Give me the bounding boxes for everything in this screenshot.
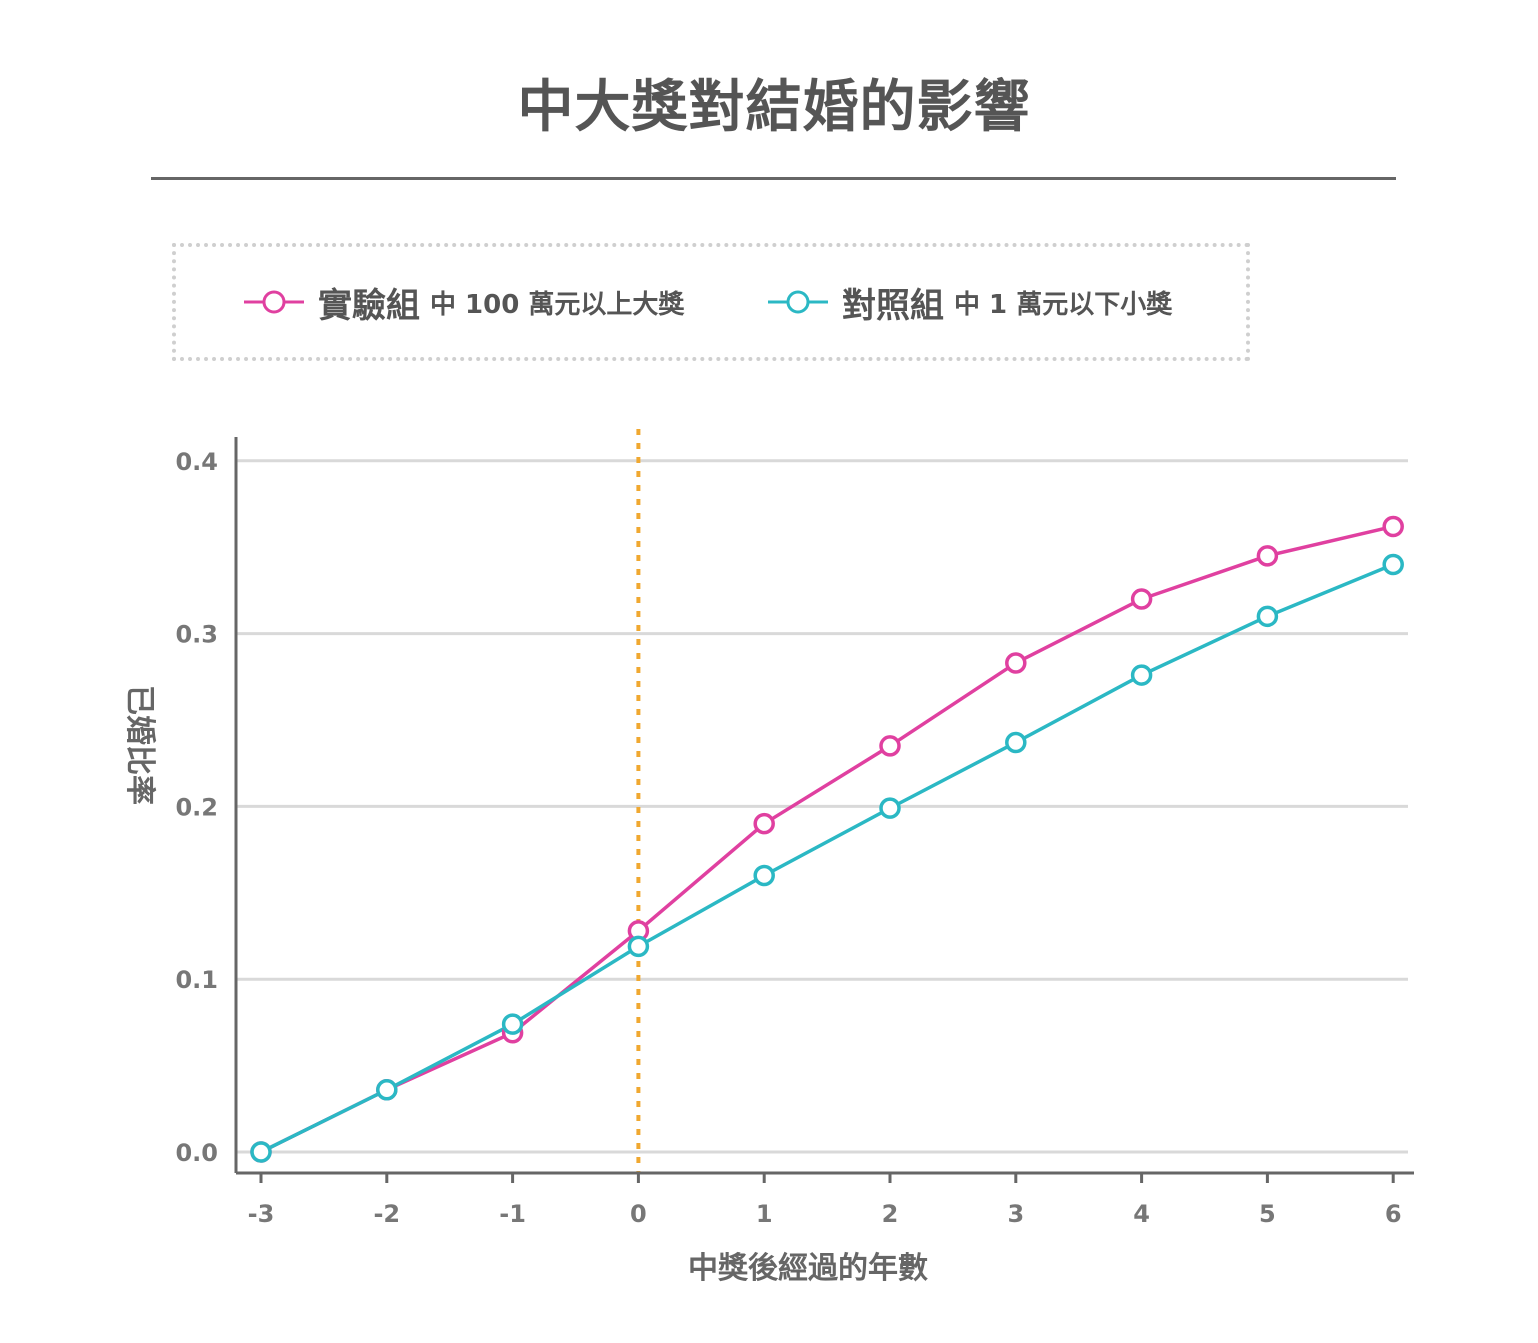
data-point-series-1 bbox=[1005, 731, 1027, 754]
legend-marker-control bbox=[768, 290, 828, 314]
series-layer bbox=[250, 515, 1404, 1163]
data-point-series-0 bbox=[753, 812, 775, 835]
grid-layer bbox=[236, 459, 1408, 1154]
legend-label-control: 對照組 bbox=[842, 285, 944, 326]
data-point-series-0 bbox=[1005, 652, 1027, 674]
x-tick-label: 6 bbox=[1385, 1200, 1402, 1228]
legend-desc-control: 中 1 萬元以下小獎 bbox=[954, 289, 1173, 320]
x-tick-label: 4 bbox=[1133, 1200, 1150, 1228]
data-point-series-1 bbox=[1130, 664, 1153, 686]
legend: 實驗組 中 100 萬元以上大獎 對照組 中 1 萬元以下小獎 bbox=[172, 243, 1250, 361]
data-point-series-1 bbox=[376, 1079, 398, 1101]
title-divider bbox=[151, 177, 1396, 180]
x-axis-title: 中獎後經過的年數 bbox=[688, 1251, 928, 1286]
data-point-series-1 bbox=[627, 935, 650, 958]
axis-layer bbox=[234, 437, 1414, 1183]
x-tick-label: 2 bbox=[882, 1200, 899, 1228]
data-point-series-0 bbox=[1130, 588, 1153, 610]
y-tick-label: 0.1 bbox=[175, 966, 218, 994]
y-tick-label: 0.0 bbox=[175, 1139, 218, 1167]
data-point-series-1 bbox=[753, 864, 775, 887]
legend-item-control: 對照組 中 1 萬元以下小獎 bbox=[768, 282, 1173, 326]
chart-title: 中大獎對結婚的影響 bbox=[517, 75, 1031, 140]
y-tick-label: 0.3 bbox=[175, 621, 218, 649]
x-tick-label: -3 bbox=[248, 1200, 275, 1228]
data-point-series-0 bbox=[879, 735, 901, 757]
x-tick-label: 1 bbox=[756, 1200, 773, 1228]
legend-marker-experimental bbox=[244, 290, 304, 314]
data-point-series-1 bbox=[1382, 553, 1404, 576]
x-tick-label: -1 bbox=[499, 1200, 526, 1228]
x-tick-label: 5 bbox=[1259, 1200, 1276, 1228]
x-tick-label: -2 bbox=[373, 1200, 400, 1228]
data-point-series-1 bbox=[1256, 605, 1279, 628]
x-tick-label: 0 bbox=[630, 1200, 647, 1228]
series-line-1 bbox=[260, 562, 1394, 1154]
data-point-series-1 bbox=[879, 797, 901, 819]
data-point-series-0 bbox=[1256, 545, 1279, 567]
data-point-series-1 bbox=[501, 1013, 524, 1035]
x-tick-label: 3 bbox=[1007, 1200, 1024, 1228]
y-tick-label: 0.4 bbox=[175, 448, 218, 476]
legend-desc-experimental: 中 100 萬元以上大獎 bbox=[430, 289, 685, 320]
series-line-0 bbox=[260, 524, 1394, 1154]
data-point-series-0 bbox=[1382, 515, 1404, 538]
data-point-series-1 bbox=[250, 1141, 272, 1163]
legend-label-experimental: 實驗組 bbox=[318, 285, 420, 326]
legend-item-experimental: 實驗組 中 100 萬元以上大獎 bbox=[244, 282, 685, 326]
label-layer: 0.0 0.1 0.2 0.3 0.4 -3 -2 -1 0 1 2 3 4 5 6 中獎後經過的年數 已婚比率 bbox=[122, 448, 1402, 1286]
y-tick-label: 0.2 bbox=[175, 793, 218, 821]
y-axis-title: 已婚比率 bbox=[122, 685, 157, 805]
